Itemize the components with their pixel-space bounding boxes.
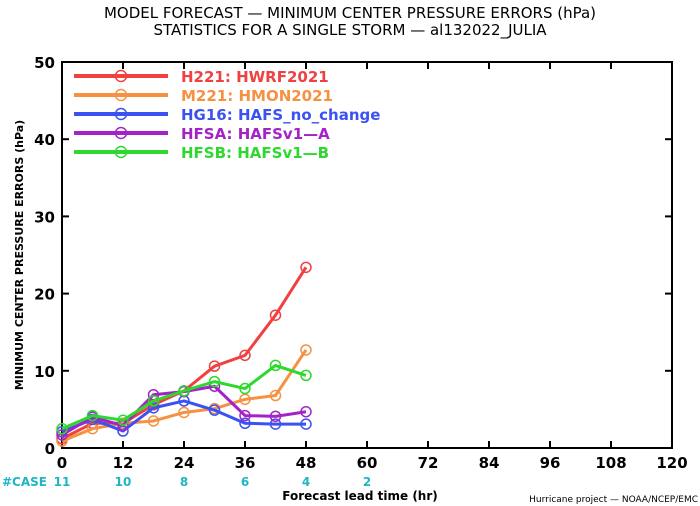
case-count: 11 <box>54 475 71 489</box>
case-count: 10 <box>115 475 132 489</box>
legend-item: M221: HMON2021 <box>74 87 333 105</box>
data-point <box>239 349 251 362</box>
x-tick-label: 84 <box>479 454 500 472</box>
chart-subtitle: STATISTICS FOR A SINGLE STORM — al132022… <box>153 21 547 40</box>
x-tick-label: 36 <box>235 454 256 472</box>
data-point <box>178 385 190 397</box>
legend-item: HFSB: HAFSv1—B <box>74 144 329 162</box>
case-count: 2 <box>363 475 371 489</box>
data-point <box>239 409 251 422</box>
data-point <box>239 393 251 406</box>
series-line <box>61 363 307 431</box>
data-point <box>269 389 282 402</box>
legend-item: HG16: HAFS_no_change <box>74 106 380 124</box>
data-point <box>300 418 312 430</box>
data-point <box>208 360 221 372</box>
legend-item: HFSA: HAFSv1—A <box>74 125 330 143</box>
data-point <box>300 369 312 382</box>
x-tick-label: 72 <box>418 454 439 472</box>
series-line <box>61 349 308 443</box>
data-point <box>208 404 221 416</box>
x-tick-label: 48 <box>296 454 317 472</box>
series-line <box>61 399 306 434</box>
x-tick-label: 120 <box>656 454 687 472</box>
data-point <box>147 415 160 427</box>
y-tick-label: 20 <box>34 286 55 304</box>
data-point <box>269 418 282 430</box>
data-point <box>300 261 312 274</box>
data-point <box>56 429 68 441</box>
data-point <box>56 422 68 435</box>
y-axis-label: MINIMUM CENTER PRESSURE ERRORS (hPa) <box>13 120 26 390</box>
legend-label: HG16: HAFS_no_change <box>181 106 380 124</box>
legend-label: H221: HWRF2021 <box>181 68 329 86</box>
y-tick-label: 40 <box>34 131 55 149</box>
data-point <box>300 405 312 418</box>
data-point <box>239 417 251 430</box>
legend-label: M221: HMON2021 <box>181 87 333 105</box>
y-tick-label: 50 <box>34 54 55 72</box>
data-point <box>147 402 160 414</box>
data-point <box>269 410 282 423</box>
data-point <box>300 344 312 356</box>
case-label: #CASE <box>2 475 47 489</box>
legend-swatch-marker <box>114 126 128 140</box>
data-point <box>147 395 160 407</box>
y-tick-label: 10 <box>34 363 55 381</box>
legend-swatch-marker <box>114 88 128 102</box>
data-point <box>86 409 99 422</box>
x-tick-label: 24 <box>174 454 195 472</box>
legend-item: H221: HWRF2021 <box>74 68 329 86</box>
legend-swatch-marker <box>114 145 128 159</box>
data-point <box>239 382 251 395</box>
data-point <box>269 309 282 321</box>
x-tick-label: 12 <box>113 454 134 472</box>
plot-area: 0 12 24 36 48 60 72 84 96 108 12001020304050H221: … <box>34 54 688 489</box>
x-axis-label: Forecast lead time (hr) <box>282 489 438 503</box>
data-point <box>117 414 129 426</box>
data-point <box>208 375 221 388</box>
legend-swatch-marker <box>114 107 128 121</box>
series-4 <box>56 359 312 435</box>
case-count: 8 <box>180 475 188 489</box>
y-tick-label: 30 <box>34 208 55 226</box>
x-tick-label: 108 <box>595 454 626 472</box>
y-tick-label: 0 <box>45 440 55 458</box>
data-point <box>178 406 190 419</box>
chart-title: MODEL FORECAST — MINIMUM CENTER PRESSURE… <box>104 4 596 22</box>
credit-text: Hurricane project — NOAA/NCEP/EMC <box>529 495 698 505</box>
legend-swatch-marker <box>114 69 128 83</box>
x-tick-label: 96 <box>540 454 561 472</box>
data-point <box>269 359 282 372</box>
case-count: 6 <box>241 475 249 489</box>
x-tick-label: 60 <box>357 454 378 472</box>
x-tick-label: 0 <box>57 454 67 472</box>
legend-label: HFSB: HAFSv1—B <box>181 144 329 162</box>
legend-label: HFSA: HAFSv1—A <box>181 125 330 143</box>
case-count: 4 <box>302 475 310 489</box>
